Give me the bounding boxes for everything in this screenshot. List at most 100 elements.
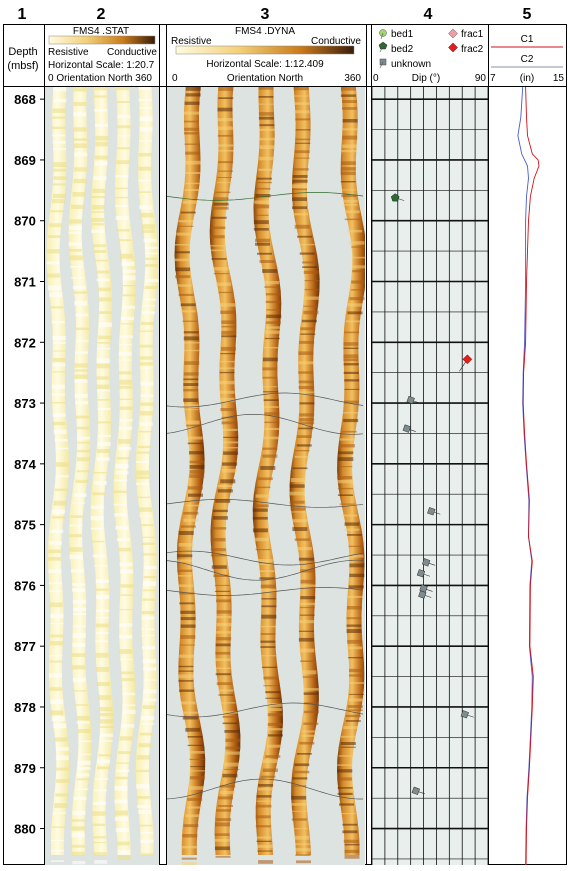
static-texture — [76, 778, 90, 781]
dynamic-texture — [255, 187, 271, 190]
static-texture — [91, 196, 105, 199]
static-texture — [139, 411, 153, 416]
dynamic-pads — [174, 87, 365, 865]
static-texture — [91, 540, 105, 543]
dynamic-texture — [292, 777, 308, 780]
dynamic-texture — [343, 726, 359, 730]
dynamic-texture — [262, 269, 278, 273]
dynamic-texture — [337, 777, 352, 781]
dynamic-texture — [260, 655, 276, 657]
sinusoid-pick — [167, 778, 363, 800]
dynamic-texture — [189, 460, 205, 464]
dynamic-texture — [210, 548, 226, 552]
dip-background — [372, 87, 488, 865]
static-texture — [141, 634, 155, 637]
dynamic-texture — [187, 442, 203, 445]
static-texture — [74, 363, 88, 368]
dynamic-texture — [213, 273, 229, 275]
dynamic-texture — [212, 509, 228, 513]
dynamic-texture — [299, 422, 315, 425]
static-texture — [71, 569, 84, 573]
dynamic-texture — [259, 137, 275, 141]
static-texture — [97, 421, 111, 424]
static-texture — [98, 434, 111, 437]
static-texture — [136, 769, 149, 773]
static-texture — [71, 819, 85, 822]
caliper-c1-curve — [522, 87, 540, 865]
dynamic-texture — [180, 617, 196, 621]
dynamic-texture — [294, 770, 310, 774]
static-texture — [143, 298, 157, 301]
dynamic-texture — [177, 554, 193, 558]
static-texture — [95, 623, 109, 628]
depth-axis: 868 869 870 871 872 873 874 875 876 877 878 879 880 — [14, 92, 44, 837]
dynamic-texture — [298, 351, 314, 355]
static-texture — [98, 287, 111, 292]
dynamic-texture — [256, 840, 272, 842]
static-texture — [74, 374, 88, 379]
dynamic-texture — [299, 418, 315, 422]
static-texture — [115, 810, 128, 816]
dynamic-texture — [253, 228, 269, 231]
dynamic-texture — [294, 455, 310, 458]
static-texture — [122, 305, 136, 309]
dynamic-texture — [180, 211, 196, 214]
dynamic-texture — [302, 261, 318, 264]
dip-points — [390, 193, 474, 796]
static-texture — [139, 107, 153, 109]
dynamic-texture — [215, 191, 231, 194]
dynamic-texture — [214, 590, 230, 592]
static-texture — [140, 864, 154, 865]
dip-point-unknown — [416, 569, 431, 578]
static-texture — [139, 344, 153, 348]
dip-point-unknown — [402, 424, 416, 433]
dynamic-texture — [263, 347, 279, 349]
dynamic-texture — [260, 466, 276, 470]
static-texture — [95, 588, 109, 591]
static-texture — [115, 196, 128, 199]
dynamic-texture — [351, 289, 365, 291]
dynamic-texture — [181, 845, 197, 849]
static-texture — [116, 229, 130, 232]
dynamic-texture — [190, 776, 205, 780]
dynamic-texture — [183, 511, 199, 515]
dip-point-bed2 — [390, 193, 405, 202]
static-texture — [96, 270, 110, 274]
dynamic-texture — [261, 614, 277, 619]
depth-label: Depth — [8, 46, 37, 58]
static-texture — [77, 457, 91, 462]
dynamic-texture — [210, 538, 226, 542]
dynamic-texture — [265, 293, 281, 296]
dynamic-texture — [257, 850, 273, 852]
dynamic-texture — [178, 531, 194, 535]
dynamic-texture — [210, 226, 226, 230]
dynamic-texture — [301, 730, 317, 733]
static-resistive-label: Resistive — [48, 47, 89, 58]
static-texture — [51, 840, 65, 841]
static-texture — [140, 212, 154, 218]
static-texture — [77, 760, 91, 765]
dynamic-texture — [340, 87, 356, 91]
dynamic-texture — [215, 822, 230, 827]
static-texture — [68, 231, 82, 234]
dynamic-texture — [185, 727, 201, 732]
sinusoid-pick — [167, 499, 364, 508]
dynamic-texture — [300, 333, 316, 335]
static-texture — [69, 524, 83, 527]
static-texture — [72, 633, 86, 639]
dynamic-texture — [294, 538, 310, 541]
dynamic-texture — [185, 814, 201, 818]
static-texture — [138, 179, 152, 182]
static-texture — [73, 625, 87, 627]
dynamic-texture — [254, 200, 270, 204]
dynamic-texture — [224, 762, 240, 767]
static-texture — [120, 335, 134, 339]
static-texture — [93, 176, 107, 180]
dynamic-texture — [221, 335, 237, 338]
static-texture — [141, 616, 155, 620]
dynamic-texture — [216, 282, 232, 286]
dynamic-texture — [300, 602, 316, 606]
dynamic-texture — [221, 346, 236, 351]
static-texture — [73, 178, 87, 184]
dynamic-texture — [268, 728, 283, 731]
